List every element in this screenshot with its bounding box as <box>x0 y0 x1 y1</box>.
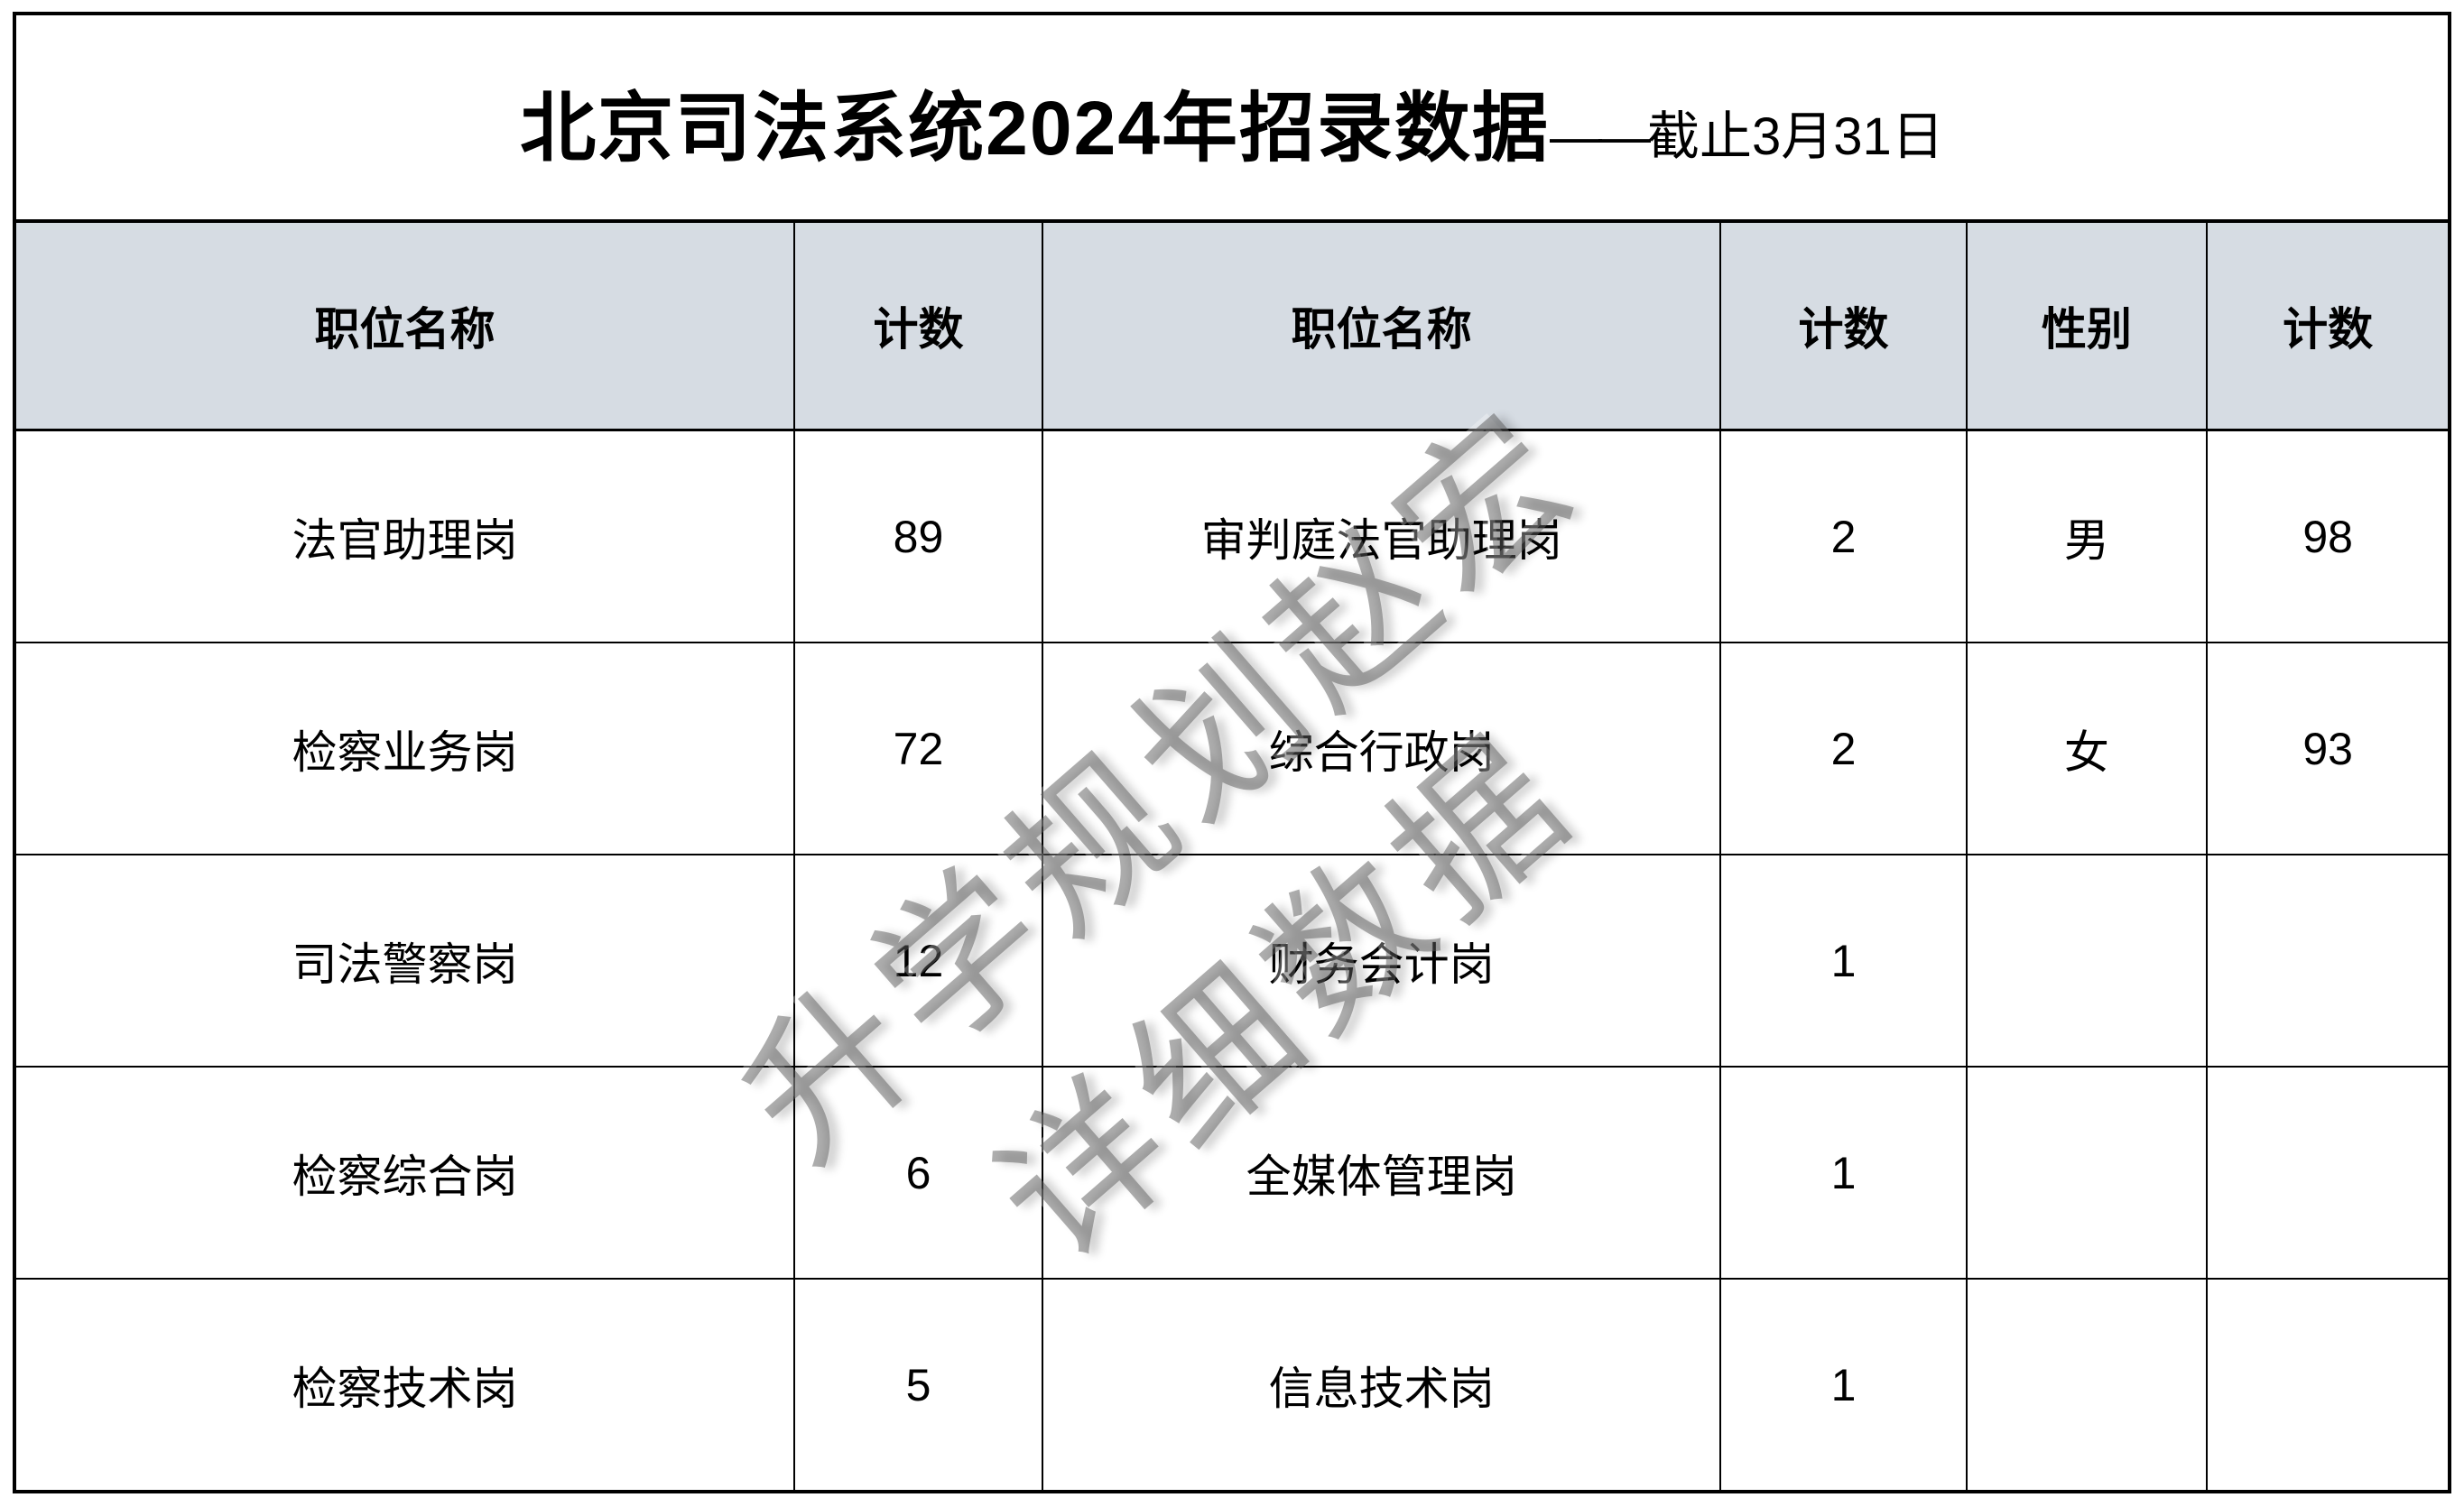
table-cell: 男 <box>1965 429 2209 643</box>
table-cell <box>2206 1278 2448 1490</box>
table-cell <box>1965 1066 2209 1280</box>
table-cell: 检察综合岗 <box>16 1066 796 1280</box>
table-cell: 综合行政岗 <box>1041 642 1722 855</box>
title-subtitle: 截止3月31日 <box>1647 107 1944 166</box>
header-row: 职位名称 计数 职位名称 计数 性别 计数 <box>16 223 2448 431</box>
column-header: 性别 <box>1965 223 2209 431</box>
table-cell: 1 <box>1719 854 1968 1068</box>
table-row: 检察综合岗 6 全媒体管理岗 1 <box>16 1066 2448 1280</box>
page-title: 北京司法系统2024年招录数据 <box>520 86 1551 171</box>
recruitment-table: 职位名称 计数 职位名称 计数 性别 计数 法官助理岗 89 审判庭法官助理岗 2 男 98 检察业务… <box>16 223 2448 1490</box>
table-cell <box>1965 1278 2209 1490</box>
table-cell <box>2206 854 2448 1068</box>
table-body: 法官助理岗 89 审判庭法官助理岗 2 男 98 检察业务岗 72 综合行政岗 2 女 93 司法警察岗… <box>16 429 2448 1490</box>
table-row: 法官助理岗 89 审判庭法官助理岗 2 男 98 <box>16 429 2448 643</box>
table-cell: 1 <box>1719 1278 1968 1490</box>
table-cell: 女 <box>1965 642 2209 855</box>
table-cell: 72 <box>793 642 1043 855</box>
document-frame: 北京司法系统2024年招录数据 —— 截止3月31日 职位名称 计数 职位名称 计数 性别计… <box>13 12 2451 1493</box>
column-header: 职位名称 <box>1041 223 1722 431</box>
table-cell: 93 <box>2206 642 2448 855</box>
title-dash: —— <box>1550 107 1651 166</box>
table-cell: 12 <box>793 854 1043 1068</box>
column-header: 计数 <box>2206 223 2448 431</box>
table-cell: 全媒体管理岗 <box>1041 1066 1722 1280</box>
table-cell <box>2206 1066 2448 1280</box>
column-header: 职位名称 <box>16 223 796 431</box>
table-cell: 2 <box>1719 642 1968 855</box>
table-cell: 法官助理岗 <box>16 429 796 643</box>
table-row: 检察技术岗 5 信息技术岗 1 <box>16 1278 2448 1490</box>
column-header: 计数 <box>1719 223 1968 431</box>
table-cell: 司法警察岗 <box>16 854 796 1068</box>
table-cell: 89 <box>793 429 1043 643</box>
table-cell: 检察技术岗 <box>16 1278 796 1490</box>
table-cell: 财务会计岗 <box>1041 854 1722 1068</box>
table-cell: 98 <box>2206 429 2448 643</box>
table-row: 检察业务岗 72 综合行政岗 2 女 93 <box>16 642 2448 855</box>
table-row: 司法警察岗 12 财务会计岗 1 <box>16 854 2448 1068</box>
title-bar: 北京司法系统2024年招录数据 —— 截止3月31日 <box>16 15 2448 223</box>
column-header: 计数 <box>793 223 1043 431</box>
table-cell: 检察业务岗 <box>16 642 796 855</box>
table-cell: 信息技术岗 <box>1041 1278 1722 1490</box>
table-cell: 2 <box>1719 429 1968 643</box>
table-cell: 6 <box>793 1066 1043 1280</box>
table-cell: 审判庭法官助理岗 <box>1041 429 1722 643</box>
table-cell: 5 <box>793 1278 1043 1490</box>
table-cell <box>1965 854 2209 1068</box>
table-cell: 1 <box>1719 1066 1968 1280</box>
